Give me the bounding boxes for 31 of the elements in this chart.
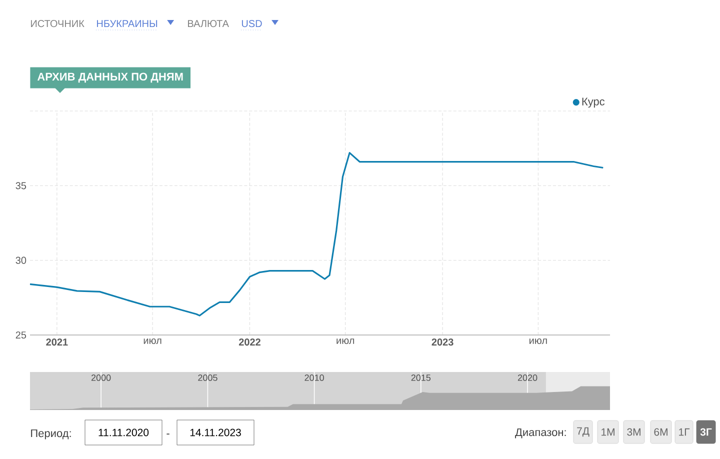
- x-tick-label: 2010: [304, 374, 324, 381]
- text: 1М: [602, 428, 614, 436]
- text: НБУКРАИНЫ: [97, 20, 158, 28]
- text: 3Г: [700, 428, 712, 436]
- text: ИСТОЧНИК: [31, 20, 84, 28]
- chart-title: АРХИВ ДАННЫХ ПО ДНЯМ: [37, 72, 183, 83]
- x-tick-label: 2005: [198, 374, 218, 381]
- legend-label: Курс: [582, 98, 605, 108]
- text: 6М: [654, 428, 668, 436]
- x-tick-label: июл: [144, 338, 162, 344]
- x-tick-label: июл: [336, 338, 354, 344]
- text: Диапазон:: [515, 428, 566, 438]
- text: 14.11.2023: [190, 428, 241, 436]
- text: 1Г: [679, 428, 690, 436]
- x-tick-label: июл: [530, 338, 547, 344]
- x-tick-label: 2021: [46, 338, 68, 346]
- x-tick-label: 2022: [238, 338, 260, 346]
- line-series: [29, 152, 604, 316]
- text: ВАЛЮТА: [188, 20, 229, 28]
- text: Период:: [31, 429, 71, 440]
- x-tick-label: 2000: [91, 374, 111, 381]
- x-tick-label: 2015: [411, 374, 431, 381]
- text: 3М: [627, 428, 640, 436]
- text: 11.11.2020: [98, 428, 149, 436]
- y-tick-label: 30: [16, 256, 26, 264]
- text: USD: [242, 20, 262, 28]
- y-tick-label: 25: [16, 331, 26, 339]
- x-tick-label: 2023: [432, 338, 454, 346]
- x-tick-label: 2020: [518, 374, 538, 381]
- y-tick-label: 35: [16, 182, 26, 190]
- text: 7Д: [577, 427, 590, 437]
